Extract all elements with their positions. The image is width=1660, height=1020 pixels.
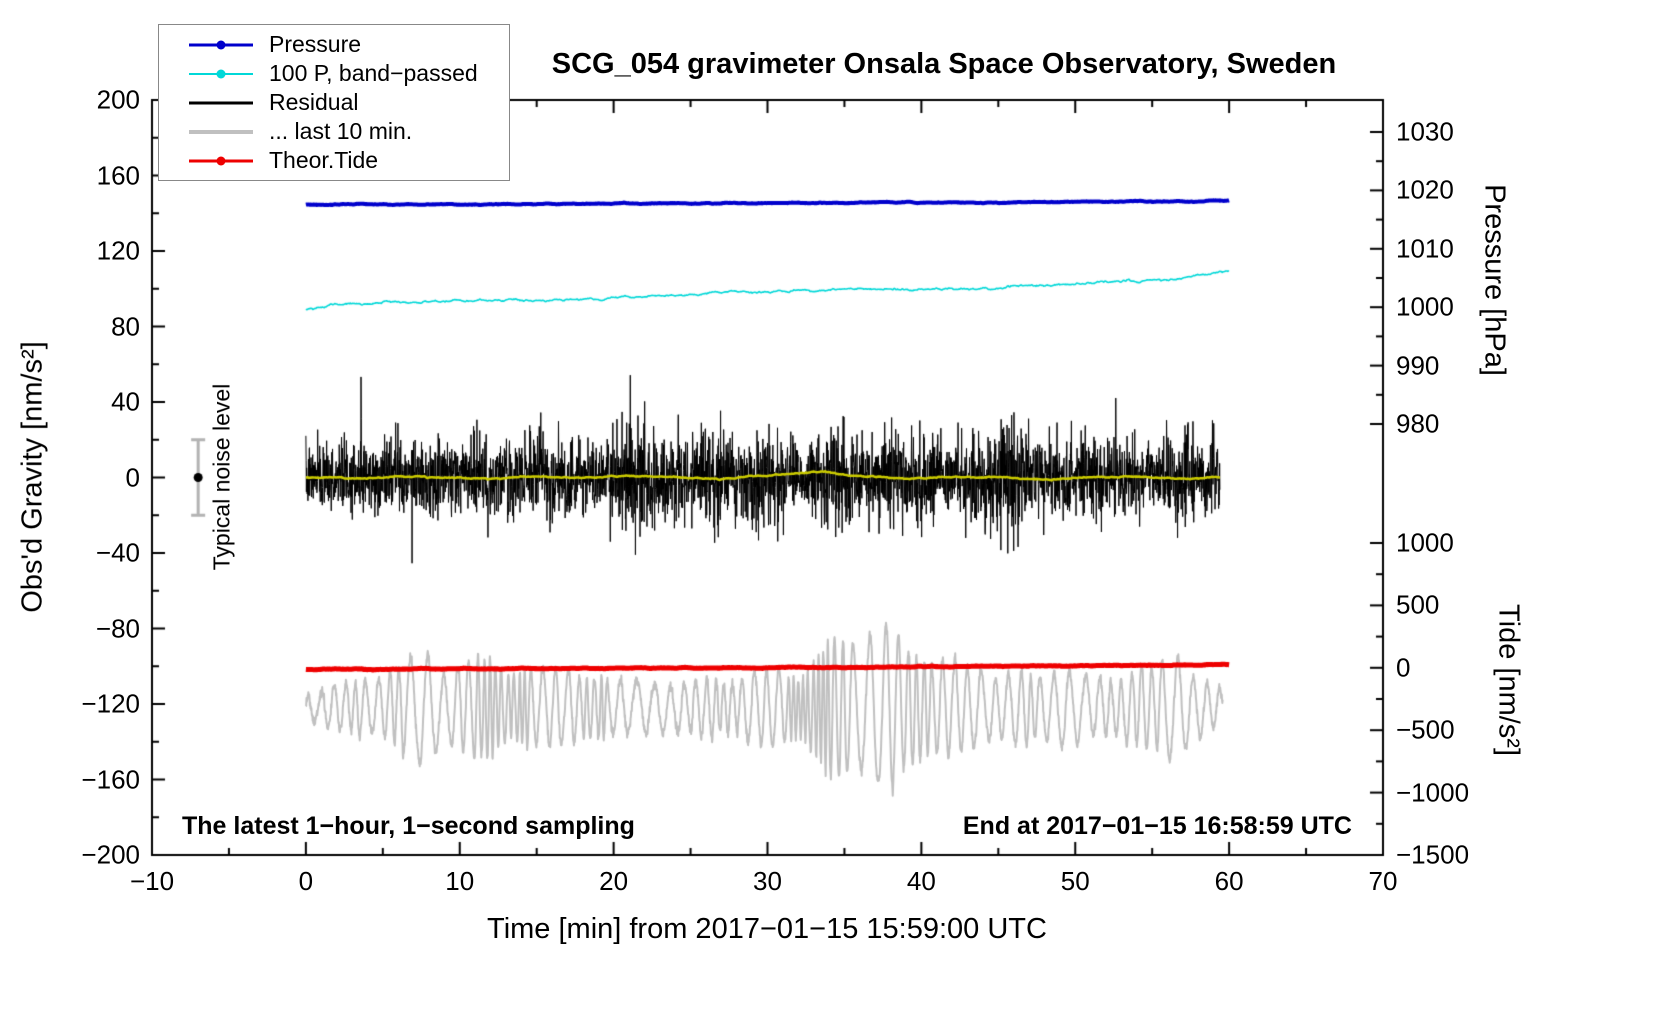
tide-axis-label: Tide [nm/s²]	[1492, 603, 1525, 757]
legend-item-pressure: Pressure	[159, 30, 509, 59]
tide-tick-label: 500	[1396, 589, 1440, 620]
tide-tick-label: −1000	[1396, 777, 1470, 808]
legend-item-last-10-min: ... last 10 min.	[159, 117, 509, 146]
legend-label: Theor.Tide	[269, 147, 379, 173]
y-left-tick-label: 120	[96, 235, 140, 266]
y-left-tick-label: −160	[81, 764, 140, 794]
y-left-tick-label: −200	[81, 839, 140, 870]
x-tick-label: 60	[1214, 866, 1244, 896]
tide-tick-label: −1500	[1396, 839, 1470, 870]
x-tick-label: 0	[298, 866, 314, 896]
pressure-tick-label: 1000	[1396, 291, 1454, 322]
y-left-axis-label: Obs'd Gravity [nm/s²]	[16, 341, 49, 613]
x-tick-label: 20	[599, 866, 629, 896]
y-left-tick-label: 0	[125, 462, 140, 492]
pressure-tick-label: 1020	[1396, 174, 1454, 205]
pressure-tick-label: 980	[1396, 408, 1440, 439]
y-left-tick-label: −120	[81, 688, 140, 719]
legend-label: 100 P, band−passed	[269, 60, 478, 86]
tide-tick-label: 0	[1396, 652, 1411, 683]
tide-tick-label: 1000	[1396, 527, 1454, 558]
pressure-tick-label: 1010	[1396, 233, 1454, 264]
legend-label: Residual	[269, 89, 359, 115]
pressure-line-icon	[189, 30, 253, 59]
legend-item-residual: Residual	[159, 88, 509, 117]
x-tick-label: 30	[753, 866, 782, 896]
pressure-tick-label: 990	[1396, 350, 1440, 381]
x-tick-label: −10	[129, 866, 175, 896]
pressure-tick-label: 1030	[1396, 116, 1454, 147]
band-passed-line-icon	[189, 59, 253, 88]
residual-line-icon	[189, 88, 253, 117]
end-time-annotation: End at 2017−01−15 16:58:59 UTC	[962, 812, 1352, 840]
pressure-axis-label: Pressure [hPa]	[1478, 184, 1511, 376]
y-left-tick-label: −80	[95, 613, 140, 643]
legend-item-theor-tide: Theor.Tide	[159, 146, 509, 175]
y-left-tick-label: −40	[95, 537, 140, 568]
x-tick-label: 50	[1060, 866, 1090, 896]
legend-item-band-passed: 100 P, band−passed	[159, 59, 509, 88]
theor-tide-line-icon	[189, 146, 253, 175]
last-10-min-line-icon	[189, 117, 253, 146]
x-tick-label: 70	[1368, 866, 1398, 896]
x-tick-label: 40	[906, 866, 936, 896]
tide-tick-label: −500	[1396, 714, 1455, 745]
y-left-tick-label: 40	[111, 386, 140, 417]
x-axis-label: Time [min] from 2017−01−15 15:59:00 UTC	[487, 913, 1047, 945]
legend-label: ... last 10 min.	[269, 118, 413, 144]
y-left-tick-label: 160	[96, 160, 140, 190]
sampling-annotation: The latest 1−hour, 1−second sampling	[182, 812, 635, 840]
y-left-tick-label: 80	[111, 311, 140, 341]
x-tick-label: 10	[445, 866, 475, 896]
y-left-tick-label: 200	[96, 84, 140, 115]
chart-title: SCG_054 gravimeter Onsala Space Observat…	[551, 48, 1337, 80]
legend: Pressure 100 P, band−passed Residual ...…	[158, 24, 510, 181]
legend-label: Pressure	[269, 31, 362, 57]
noise-level-label: Typical noise level	[208, 383, 235, 571]
